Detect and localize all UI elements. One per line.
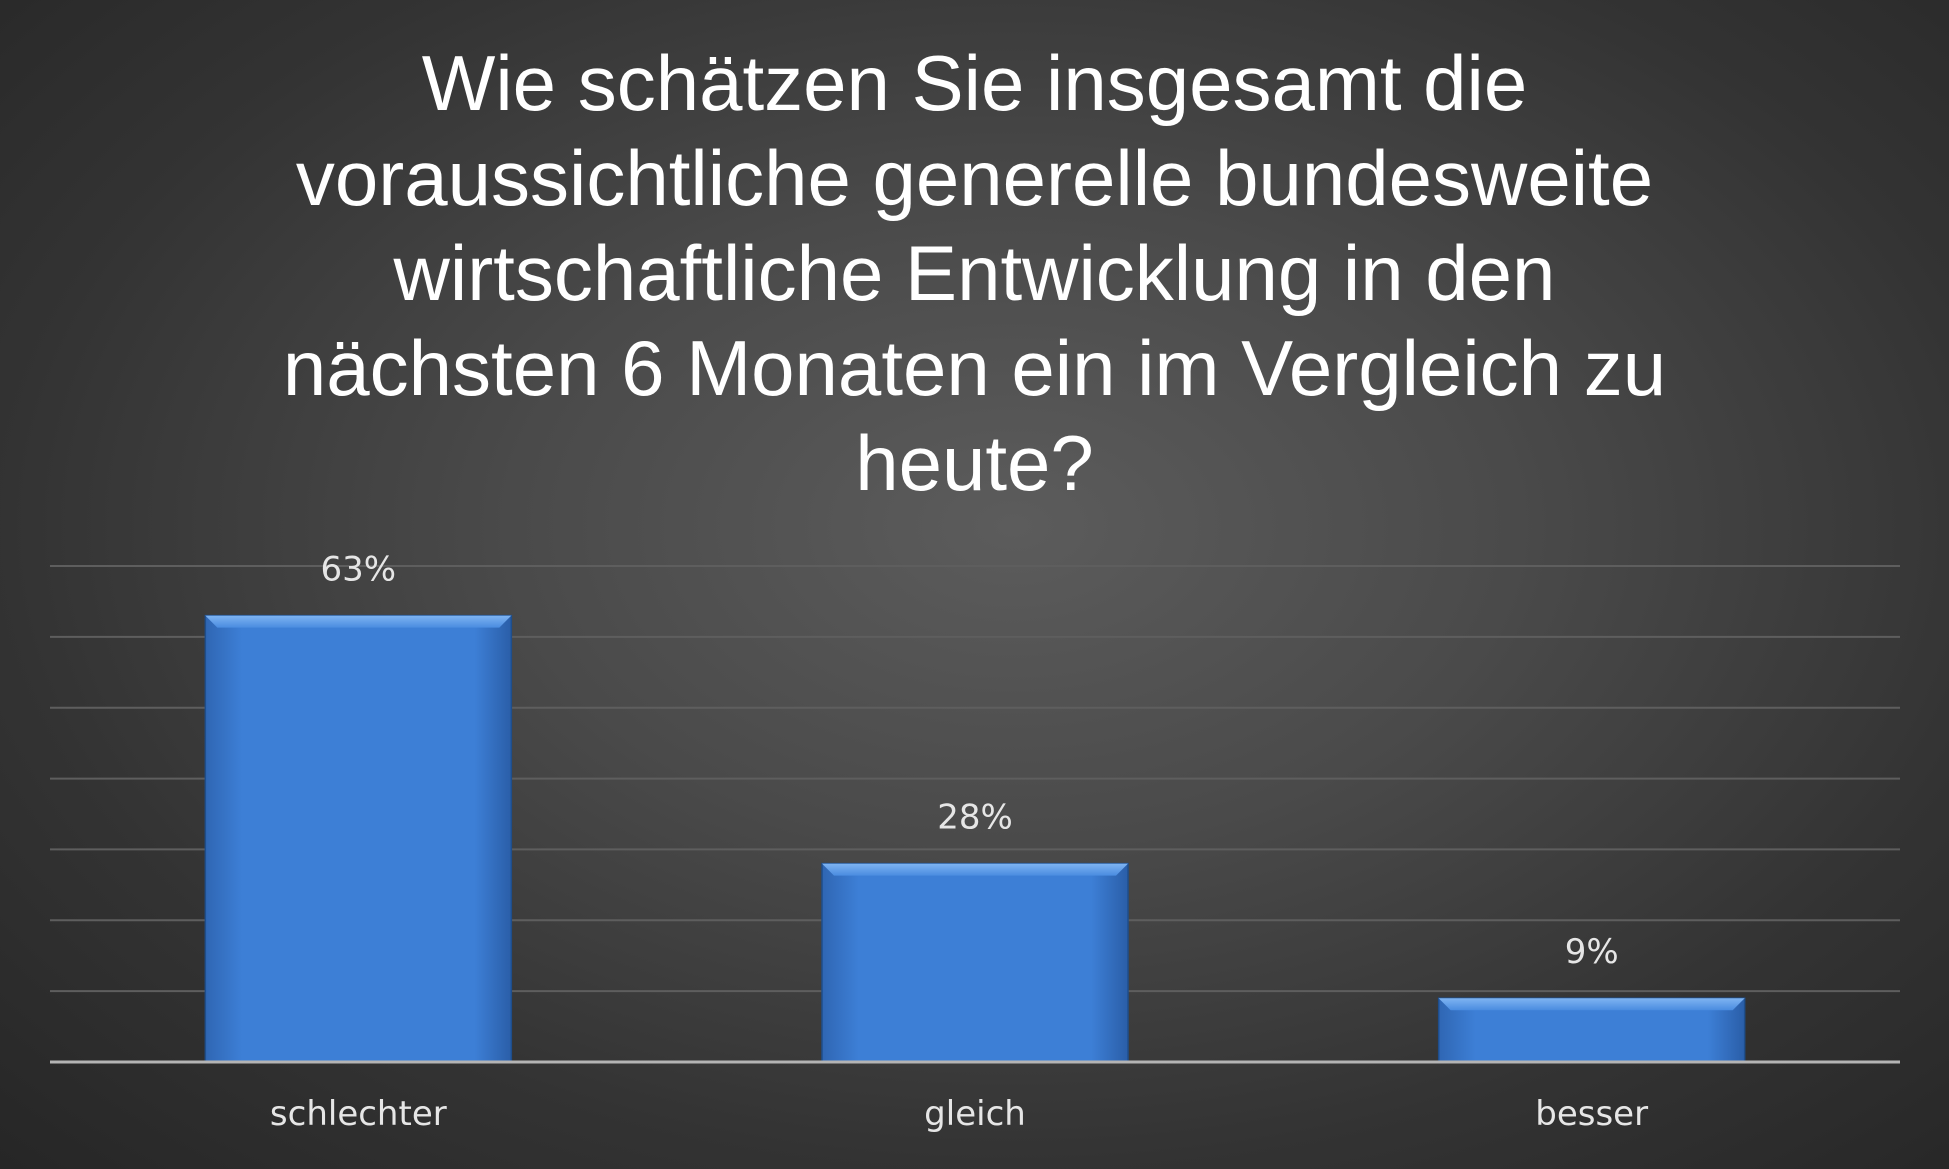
title-line: voraussichtliche generelle bundesweite — [295, 134, 1654, 222]
title-line: Wie schätzen Sie insgesamt die — [421, 39, 1528, 127]
category-label: besser — [1535, 1094, 1648, 1134]
data-label: 9% — [1565, 932, 1619, 972]
bar-bevel — [1438, 998, 1745, 1011]
bars — [204, 614, 1746, 1063]
title-line: nächsten 6 Monaten ein im Vergleich zu — [282, 324, 1667, 412]
bar — [204, 614, 513, 1063]
bar-bevel — [205, 615, 512, 628]
title-line: heute? — [855, 419, 1094, 507]
title-line: wirtschaftliche Entwicklung in den — [393, 229, 1556, 317]
bar-besser — [1437, 997, 1746, 1063]
bar-schlechter — [204, 614, 513, 1063]
chart-title: Wie schätzen Sie insgesamt die voraussic… — [150, 36, 1799, 511]
category-label: gleich — [924, 1094, 1026, 1134]
category-label: schlechter — [270, 1094, 447, 1134]
data-label: 28% — [937, 798, 1013, 838]
bar-bevel — [822, 863, 1128, 876]
data-label: 63% — [321, 550, 397, 590]
bar-gleich — [821, 862, 1129, 1063]
labels: 63% schlechter 28% gleich 9% besser — [270, 550, 1648, 1134]
bar — [821, 862, 1129, 1063]
